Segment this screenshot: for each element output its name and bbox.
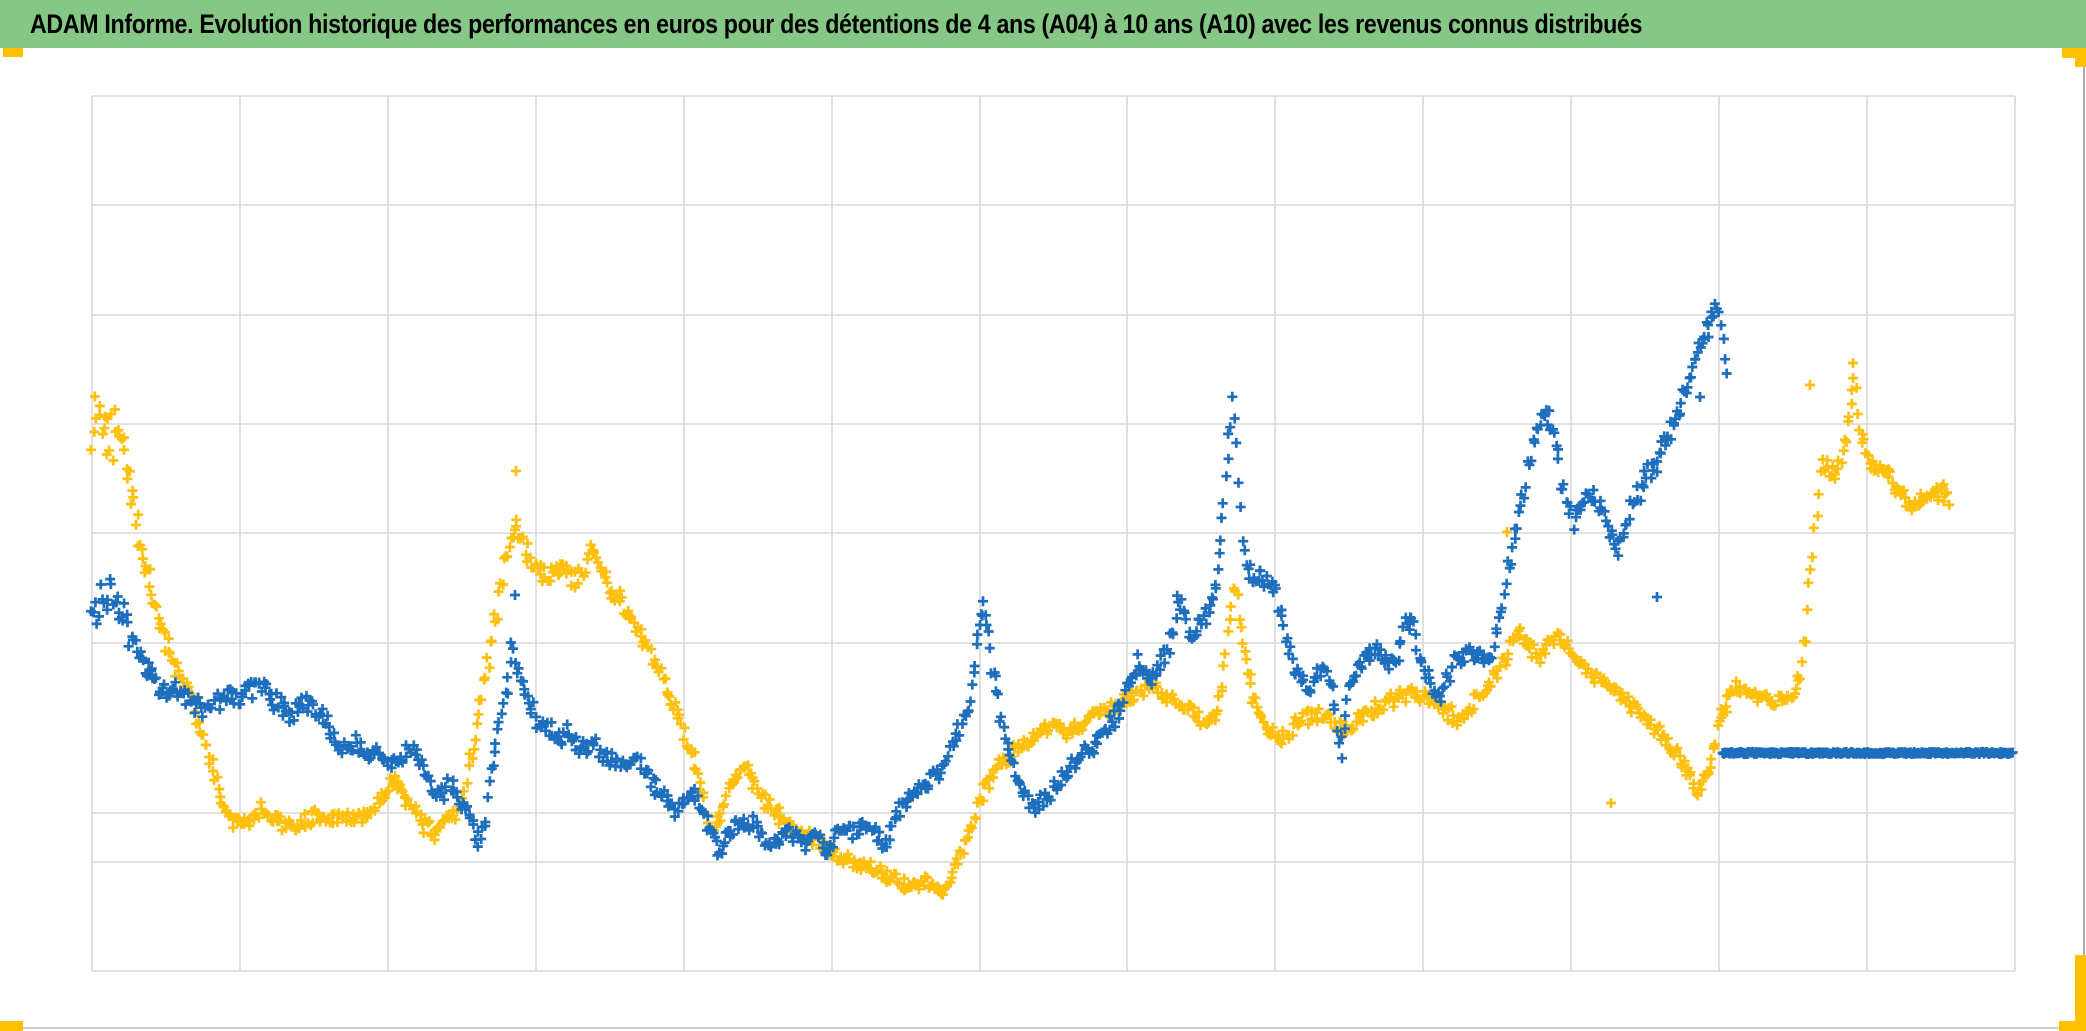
accent-mark-bottom-right: [2059, 1021, 2086, 1031]
header-band: ADAM Informe. Evolution historique des p…: [0, 0, 2086, 48]
accent-mark-bottom-right-tab: [2075, 955, 2086, 1031]
page-title: ADAM Informe. Evolution historique des p…: [30, 8, 1643, 39]
accent-mark-top-right: [2062, 48, 2086, 58]
series-bleue-points: [86, 298, 2018, 861]
bottom-rule-line: [0, 1027, 2086, 1029]
accent-mark-top-left: [3, 48, 23, 57]
right-border-line: [2083, 48, 2085, 1031]
accent-mark-bottom-left: [0, 1021, 23, 1031]
gridlines: [91, 95, 2016, 972]
accent-mark-top-right-tab: [2075, 48, 2086, 67]
